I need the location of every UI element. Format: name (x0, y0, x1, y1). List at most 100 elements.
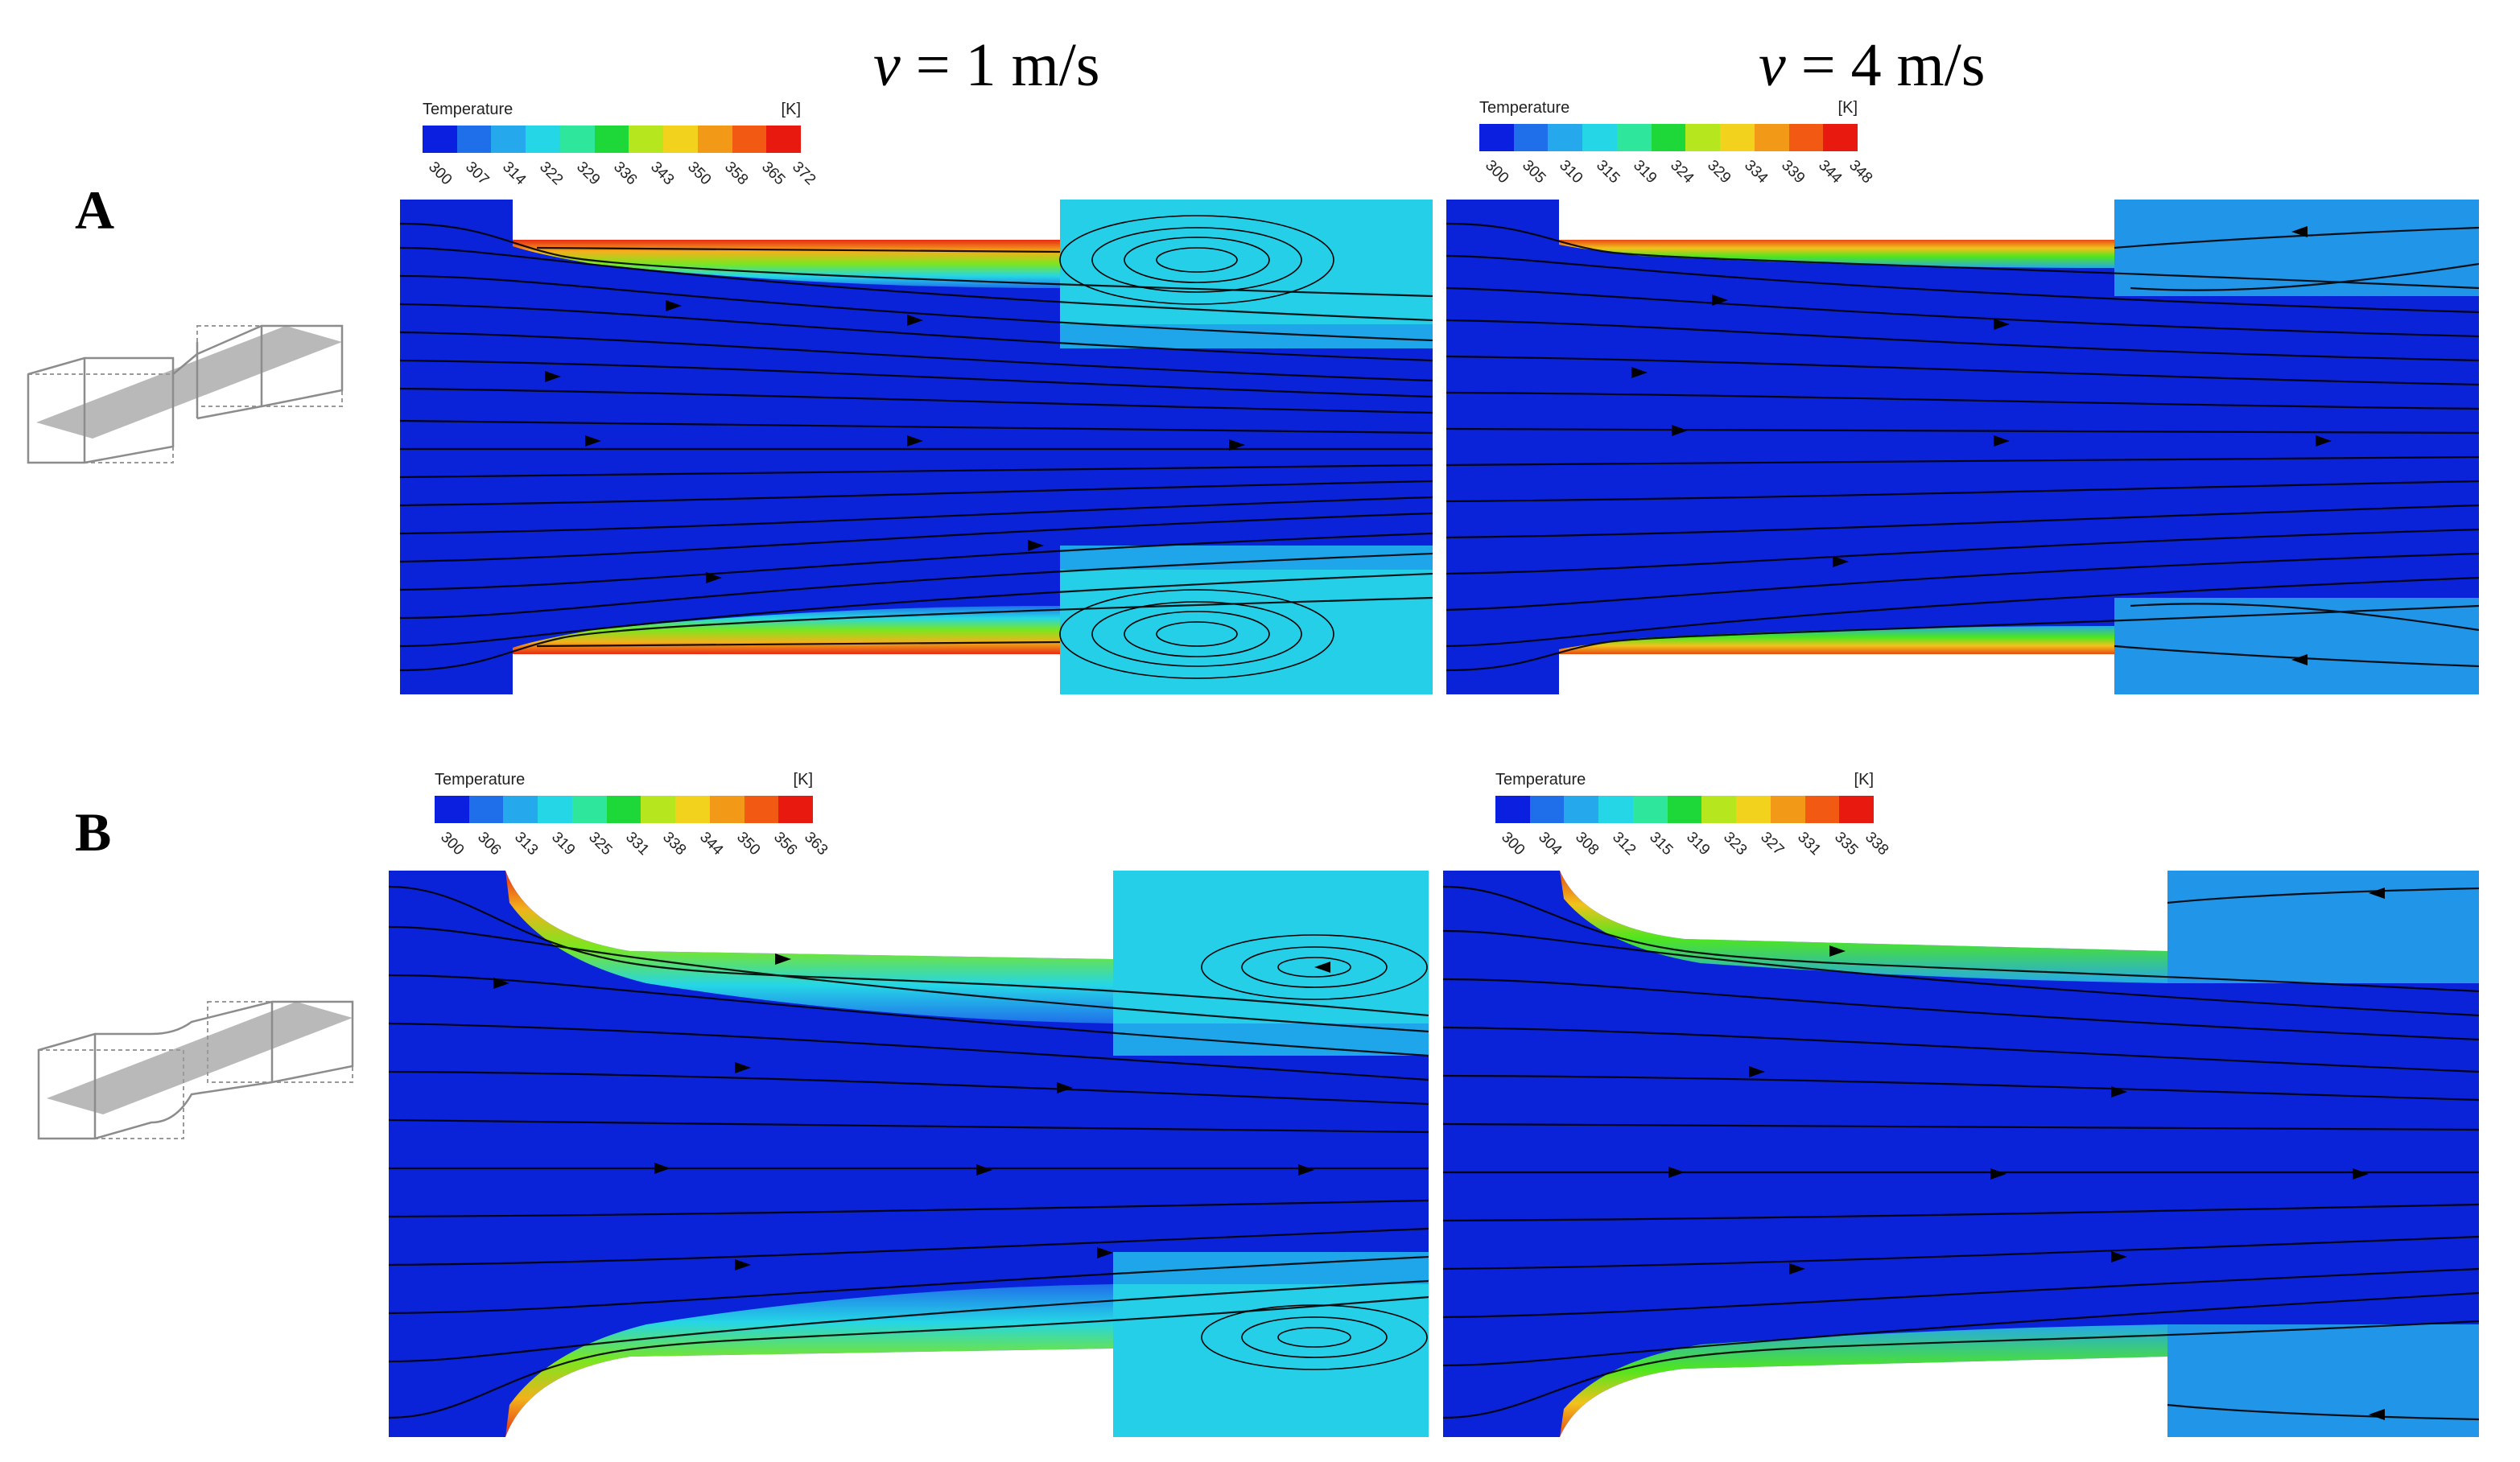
color-swatch (456, 126, 492, 153)
color-swatch (1804, 796, 1840, 823)
color-swatch (629, 126, 664, 153)
tick-label: 323 (1720, 829, 1751, 859)
color-swatch (1479, 124, 1514, 151)
temperature-field-b-4 (1443, 871, 2479, 1437)
tick-label: 344 (696, 829, 727, 859)
tick-label: 329 (1704, 157, 1734, 187)
tick-label: 319 (1683, 829, 1714, 859)
color-scale-bar (435, 796, 814, 823)
tick-label: 305 (1519, 157, 1549, 187)
color-swatch (503, 796, 538, 823)
color-swatch (435, 796, 469, 823)
tick-label: 304 (1535, 829, 1565, 859)
tick-label: 300 (1498, 829, 1528, 859)
tick-label: 308 (1572, 829, 1602, 859)
color-swatch (641, 796, 676, 823)
tick-label: 350 (684, 159, 715, 189)
tick-label: 356 (770, 829, 801, 859)
color-swatch (709, 796, 744, 823)
temperature-field-a-1 (400, 200, 1433, 694)
color-scale-bar (1479, 124, 1858, 151)
color-swatch (1513, 124, 1549, 151)
tick-label: 338 (1862, 829, 1892, 859)
color-swatch (1701, 796, 1737, 823)
color-scale-bar (423, 126, 802, 153)
legend-unit: [K] (1854, 771, 1874, 789)
color-swatch (538, 796, 572, 823)
legend-b-1: Temperature [K] 300 306 313 319 325 331 … (435, 771, 831, 859)
tick-label: 348 (1846, 157, 1876, 187)
color-swatch (732, 126, 767, 153)
column-title-v1-value: = 1 m/s (900, 31, 1100, 99)
tick-label: 300 (437, 829, 468, 859)
velocity-symbol: v (1759, 31, 1786, 99)
velocity-symbol: v (873, 31, 901, 99)
color-swatch (1754, 124, 1789, 151)
legend-title: Temperature (435, 771, 526, 789)
legend-unit: [K] (1837, 99, 1858, 117)
color-swatch (1582, 124, 1617, 151)
tick-label: 307 (462, 159, 493, 189)
tick-label: 331 (622, 829, 653, 859)
legend-a-1: Temperature [K] 300 307 314 322 329 336 … (423, 101, 819, 188)
tick-label: 319 (548, 829, 579, 859)
tick-label: 331 (1794, 829, 1825, 859)
channel-schematic-a (27, 324, 344, 464)
color-swatch (1770, 796, 1805, 823)
color-swatch (663, 126, 698, 153)
color-swatch (1651, 124, 1686, 151)
color-swatch (1788, 124, 1824, 151)
tick-label: 312 (1609, 829, 1639, 859)
tick-label: 315 (1646, 829, 1677, 859)
color-swatch (559, 126, 595, 153)
color-scale-bar (1495, 796, 1875, 823)
column-title-v4: v = 4 m/s (1759, 31, 1985, 101)
tick-label: 322 (536, 159, 567, 189)
color-swatch (1632, 796, 1668, 823)
tick-label: 315 (1593, 157, 1623, 187)
tick-label: 358 (721, 159, 752, 189)
row-label-b: B (75, 801, 112, 863)
tick-label: 344 (1815, 157, 1846, 187)
color-swatch (697, 126, 732, 153)
streamline-plot (400, 200, 1433, 694)
streamline-plot (1446, 200, 2479, 694)
tick-label: 319 (1630, 157, 1660, 187)
legend-title: Temperature (1479, 99, 1570, 117)
streamline-plot (1443, 871, 2479, 1437)
legend-b-4: Temperature [K] 300 304 308 312 315 319 … (1495, 771, 1891, 859)
tick-label: 313 (511, 829, 542, 859)
column-title-v1: v = 1 m/s (873, 31, 1099, 101)
color-swatch (778, 796, 814, 823)
color-swatch (1495, 796, 1530, 823)
color-swatch (1720, 124, 1755, 151)
tick-label: 314 (499, 159, 530, 189)
column-title-v4-value: = 4 m/s (1785, 31, 1986, 99)
tick-label: 335 (1831, 829, 1862, 859)
tick-label: 350 (733, 829, 764, 859)
temperature-field-b-1 (389, 871, 1429, 1437)
tick-label: 324 (1667, 157, 1697, 187)
legend-title: Temperature (423, 101, 513, 118)
color-swatch (1564, 796, 1599, 823)
row-label-a: A (75, 179, 115, 241)
tick-label: 338 (659, 829, 690, 859)
color-swatch (1598, 796, 1633, 823)
color-swatch (1839, 796, 1875, 823)
color-swatch (1823, 124, 1858, 151)
legend-a-4: Temperature [K] 300 305 310 315 319 324 … (1479, 99, 1875, 187)
legend-title: Temperature (1495, 771, 1586, 789)
tick-label: 300 (1482, 157, 1512, 187)
color-swatch (606, 796, 641, 823)
color-swatch (1685, 124, 1721, 151)
tick-label: 372 (789, 159, 819, 189)
temperature-field-a-4 (1446, 200, 2479, 694)
color-swatch (594, 126, 629, 153)
tick-label: 329 (573, 159, 604, 189)
channel-schematic-b (37, 1000, 354, 1140)
tick-label: 365 (758, 159, 789, 189)
color-swatch (1667, 796, 1702, 823)
streamline-plot (389, 871, 1429, 1437)
color-swatch (675, 796, 710, 823)
color-swatch (1529, 796, 1565, 823)
